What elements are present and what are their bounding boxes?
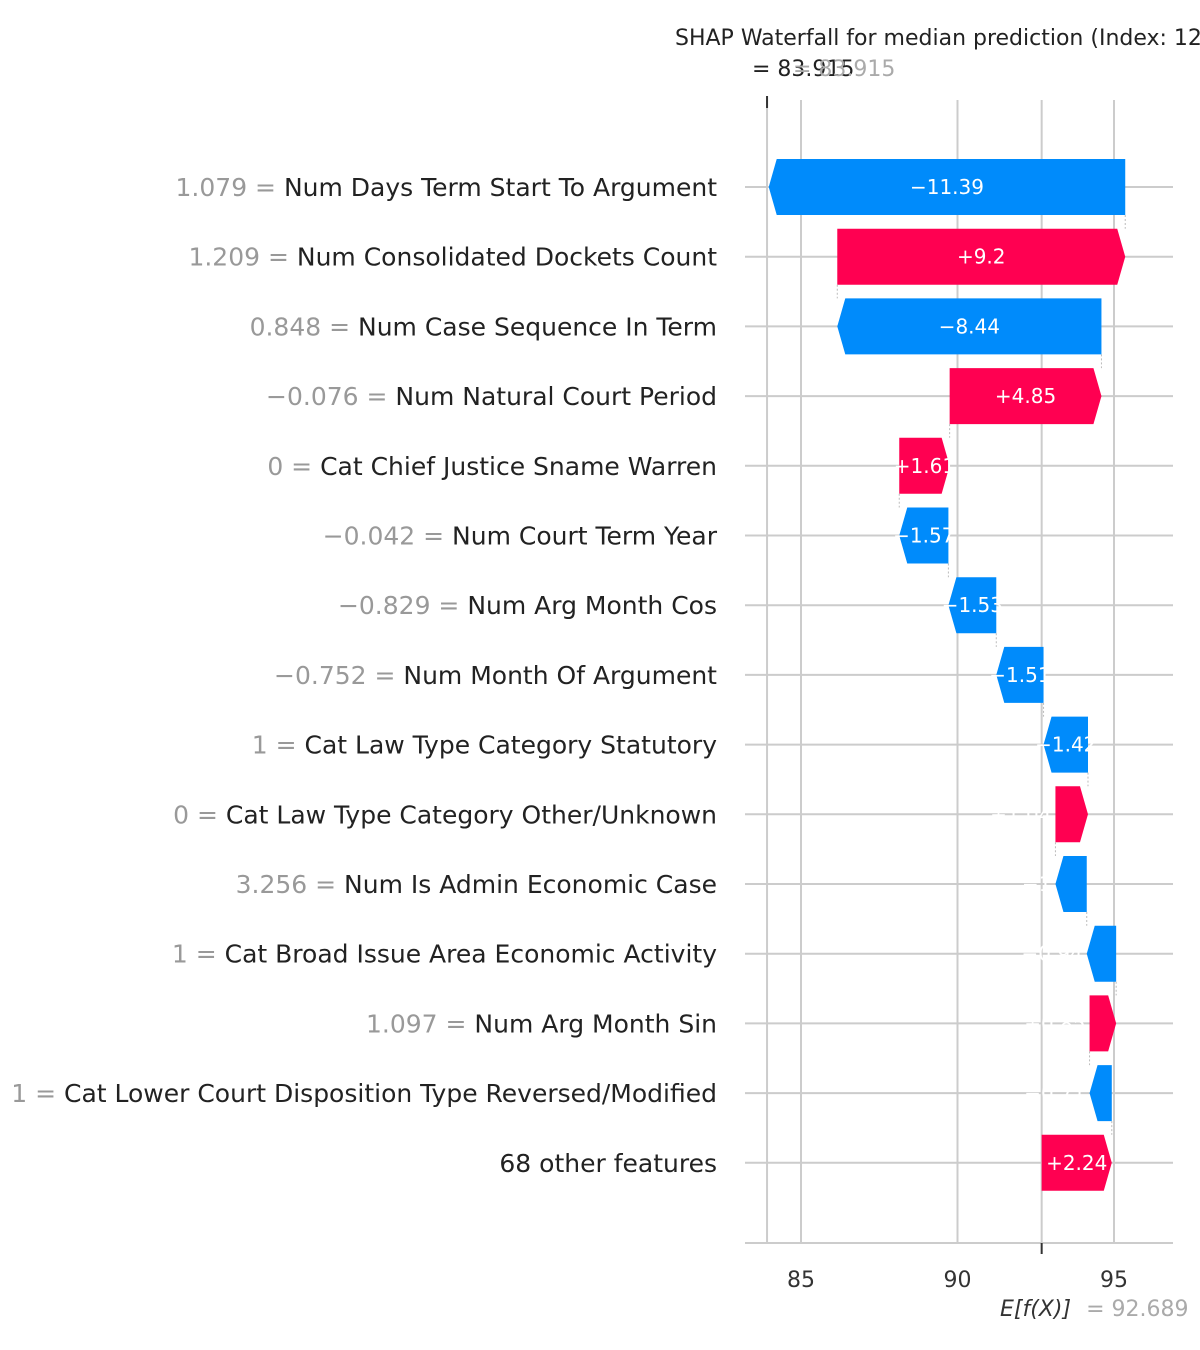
bar-value-label: −11.39 — [910, 175, 984, 199]
feature-name: Num Days Term Start To Argument — [284, 173, 717, 202]
feature-name: Cat Law Type Category Statutory — [305, 731, 718, 760]
negative-bar — [899, 507, 949, 564]
bar-value-label: −0.94 — [1021, 942, 1082, 966]
feature-name: Num Case Sequence In Term — [358, 312, 717, 341]
expected-value-label: = 92.689 — [1086, 1297, 1188, 1322]
feature-label: −0.829 = Num Arg Month Cos — [338, 591, 717, 620]
feature-value: −0.076 = — [266, 382, 395, 411]
bar-value-label: +0.85 — [1024, 1011, 1085, 1035]
bar-value-label: −1.42 — [1035, 733, 1096, 757]
bar-value-label: −8.44 — [939, 314, 1000, 338]
fx-label: = 83.915 — [752, 57, 854, 82]
negative-bar — [1043, 716, 1088, 773]
feature-label: −0.752 = Num Month Of Argument — [274, 661, 717, 690]
feature-value: −0.752 = — [274, 661, 403, 690]
feature-label: 3.256 = Num Is Admin Economic Case — [236, 870, 717, 899]
negative-bar — [948, 577, 997, 634]
bar-value-label: −1 — [1022, 872, 1051, 896]
negative-bar — [1055, 856, 1087, 912]
feature-name: Cat Broad Issue Area Economic Activity — [225, 940, 718, 969]
feature-name: Cat Lower Court Disposition Type Reverse… — [64, 1079, 717, 1108]
feature-label: 0.848 = Num Case Sequence In Term — [250, 312, 717, 341]
bar-value-label: −1.57 — [893, 524, 954, 548]
feature-name: Num Is Admin Economic Case — [344, 870, 717, 899]
x-tick-label: 85 — [787, 1268, 815, 1293]
feature-value: −0.042 = — [323, 522, 452, 551]
negative-bar — [996, 646, 1044, 703]
bar-value-label: −1.53 — [942, 593, 1003, 617]
chart-title: SHAP Waterfall for median prediction (In… — [675, 26, 1200, 51]
feature-value: 1 = — [252, 731, 305, 760]
bar-value-label: −1.51 — [989, 663, 1050, 687]
label-layer: 85 90 95 −11.39 1.079 = Num Days Term Start … — [11, 173, 1128, 1293]
negative-bar — [768, 159, 1126, 215]
feature-value: 1.079 = — [176, 173, 284, 202]
bar-value-label: +1.61 — [894, 454, 955, 478]
bar-value-label: −0.71 — [1024, 1081, 1085, 1105]
bar-value-label: +4.85 — [995, 384, 1056, 408]
fx-annotation: = 83.915 — [752, 57, 854, 82]
feature-label: −0.042 = Num Court Term Year — [323, 522, 718, 551]
feature-name: Num Natural Court Period — [395, 382, 717, 411]
bar-value-label: +2.24 — [1046, 1151, 1107, 1175]
feature-value: 0 = — [267, 452, 320, 481]
feature-value: 1.209 = — [188, 243, 296, 272]
feature-label: −0.076 = Num Natural Court Period — [266, 382, 717, 411]
positive-bar — [949, 368, 1102, 425]
feature-label: 0 = Cat Chief Justice Sname Warren — [267, 452, 717, 481]
positive-bar — [899, 437, 950, 494]
positive-bar — [837, 228, 1126, 285]
feature-label: 1.209 = Num Consolidated Dockets Count — [188, 243, 717, 272]
feature-label: 1 = Cat Broad Issue Area Economic Activi… — [172, 940, 717, 969]
bar-value-label: +1.04 — [990, 802, 1051, 826]
x-tick-label: 90 — [944, 1268, 972, 1293]
feature-label: 1.097 = Num Arg Month Sin — [366, 1009, 717, 1038]
feature-value: 0.848 = — [250, 312, 358, 341]
feature-name: Cat Chief Justice Sname Warren — [320, 452, 717, 481]
feature-name: Num Court Term Year — [452, 522, 718, 551]
feature-value: 1.097 = — [366, 1009, 474, 1038]
feature-label: 1.079 = Num Days Term Start To Argument — [176, 173, 718, 202]
feature-value: 0 = — [173, 800, 226, 829]
feature-value: 1 = — [11, 1079, 64, 1108]
feature-name: Num Arg Month Sin — [474, 1009, 717, 1038]
feature-value: 3.256 = — [236, 870, 344, 899]
feature-name: 68 other features — [499, 1149, 717, 1178]
feature-name: Num Month Of Argument — [403, 661, 717, 690]
bar-value-label: +9.2 — [957, 245, 1006, 269]
expected-label: E[f(X)] — [1000, 1297, 1071, 1322]
feature-name: Num Consolidated Dockets Count — [297, 243, 717, 272]
negative-bar — [1089, 1065, 1112, 1122]
expected-annotation: E[f(X)] = 92.689 — [1000, 1297, 1188, 1322]
negative-bar — [1086, 925, 1117, 982]
x-tick-label: 95 — [1100, 1268, 1128, 1293]
feature-label: 0 = Cat Law Type Category Other/Unknown — [173, 800, 717, 829]
feature-label: 1 = Cat Law Type Category Statutory — [252, 731, 717, 760]
bar-layer — [768, 159, 1126, 1191]
positive-bar — [1055, 786, 1088, 843]
feature-label: 68 other features — [499, 1149, 717, 1178]
feature-label: 1 = Cat Lower Court Disposition Type Rev… — [11, 1079, 717, 1108]
feature-value: −0.829 = — [338, 591, 467, 620]
fx-value-annotation: = 83.915 — [793, 57, 895, 82]
positive-bar — [1089, 995, 1117, 1052]
feature-value: 1 = — [172, 940, 225, 969]
negative-bar — [837, 298, 1102, 355]
feature-name: Num Arg Month Cos — [467, 591, 717, 620]
positive-bar — [1041, 1134, 1112, 1191]
feature-name: Cat Law Type Category Other/Unknown — [226, 800, 717, 829]
fx-value-label: = 83.915 — [793, 57, 895, 82]
